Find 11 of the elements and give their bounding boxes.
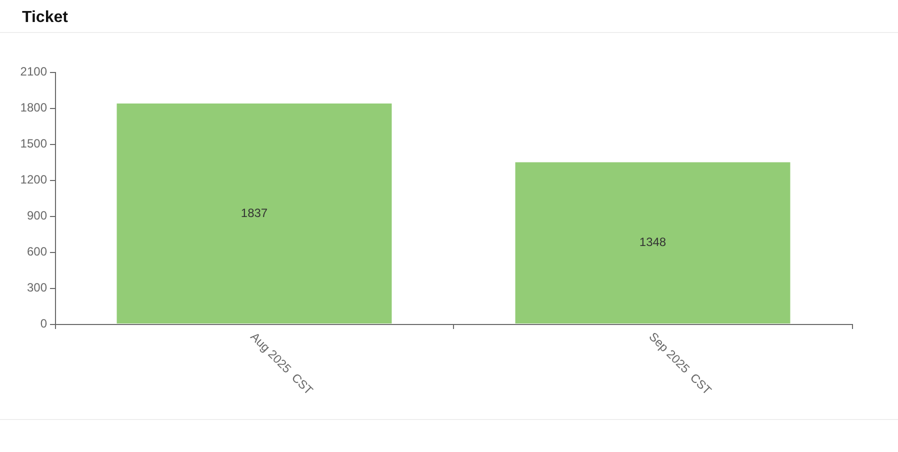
y-tick-label: 1800 (20, 100, 48, 114)
chart-title: Ticket (22, 8, 68, 27)
data-label: 1837 (240, 206, 268, 220)
y-tick-label: 600 (26, 244, 48, 258)
data-label: 1348 (639, 235, 666, 250)
y-tick-label: 1200 (20, 172, 48, 186)
y-tick-label: 2100 (20, 64, 48, 78)
y-tick-label: 0 (40, 316, 48, 330)
y-tick-label: 300 (26, 280, 48, 294)
y-tick-label: 1500 (20, 136, 48, 150)
y-tick-label: 900 (26, 208, 48, 222)
